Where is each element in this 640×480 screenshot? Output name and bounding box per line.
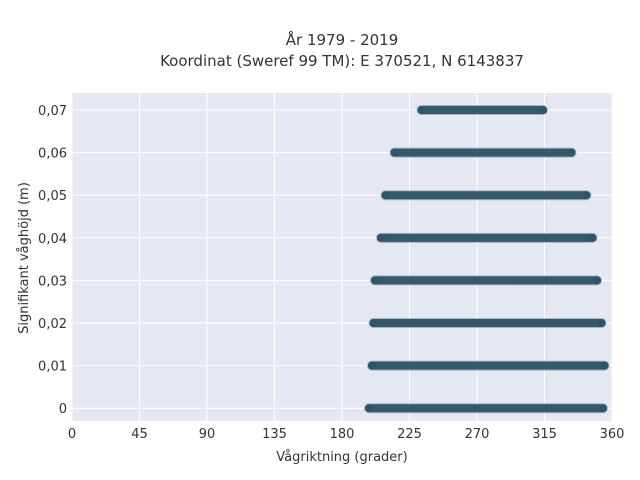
- scatter-point: [365, 404, 373, 413]
- y-tick-label: 0,04: [38, 232, 67, 247]
- scatter-point: [588, 233, 597, 242]
- scatter-band: [367, 360, 610, 371]
- chart-title-line2: Koordinat (Sweref 99 TM): E 370521, N 61…: [160, 52, 524, 70]
- scatter-point: [599, 404, 607, 413]
- x-tick-label: 45: [131, 427, 148, 442]
- scatter-point: [567, 148, 576, 157]
- x-tick-label: 135: [262, 427, 287, 442]
- scatter-band: [364, 403, 608, 414]
- x-axis-ticks: 0 45 90 135 180 225 270 315 360: [68, 427, 625, 442]
- scatter-band: [380, 190, 592, 201]
- x-tick-label: 315: [532, 427, 557, 442]
- scatter-point: [600, 361, 609, 370]
- y-tick-label: 0,02: [38, 317, 67, 332]
- scatter-point: [582, 191, 591, 200]
- scatter-point: [539, 106, 547, 115]
- y-tick-label: 0,06: [38, 147, 67, 162]
- scatter-point: [368, 361, 376, 370]
- scatter-point: [597, 319, 606, 328]
- scatter-point: [381, 191, 390, 200]
- x-tick-label: 270: [465, 427, 490, 442]
- chart-title-line1: År 1979 - 2019: [286, 30, 399, 49]
- scatter-band: [376, 232, 598, 243]
- x-tick-label: 0: [68, 427, 76, 442]
- x-tick-label: 90: [199, 427, 216, 442]
- scatter-band: [416, 105, 548, 116]
- x-tick-label: 180: [330, 427, 355, 442]
- scatter-point: [593, 276, 601, 285]
- scatter-point: [390, 148, 399, 157]
- scatter-point: [371, 276, 379, 285]
- scatter-point: [377, 233, 385, 242]
- scatter-band: [389, 147, 577, 158]
- scatter-band: [368, 318, 607, 329]
- y-tick-label: 0: [59, 402, 67, 417]
- y-axis-label: Signifikant våghöjd (m): [17, 182, 32, 334]
- y-tick-label: 0,05: [38, 189, 67, 204]
- data-marks: [364, 105, 610, 414]
- y-tick-label: 0,07: [38, 104, 67, 119]
- y-tick-label: 0,01: [38, 360, 67, 375]
- scatter-point: [417, 106, 426, 115]
- x-tick-label: 225: [397, 427, 422, 442]
- x-axis-label: Vågriktning (grader): [276, 450, 407, 465]
- scatter-point: [369, 319, 378, 328]
- x-tick-label: 360: [600, 427, 625, 442]
- y-tick-label: 0,03: [38, 274, 67, 289]
- scatter-band: [370, 275, 602, 286]
- y-axis-ticks: 0 0,01 0,02 0,03 0,04 0,05 0,06 0,07: [38, 104, 67, 417]
